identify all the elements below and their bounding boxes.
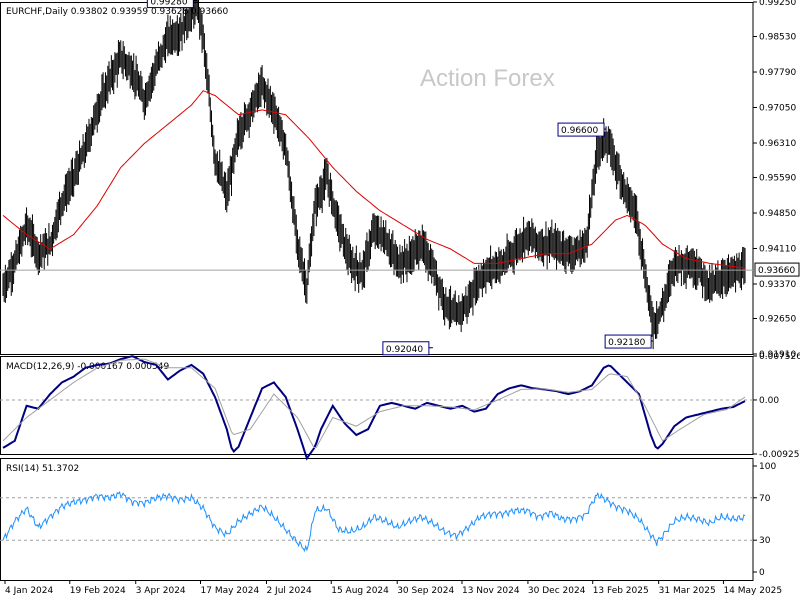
y-tick-label: 0.99250 (759, 0, 796, 8)
rsi-y-tick-label: 70 (759, 494, 771, 504)
current-price-label: 0.93660 (758, 266, 795, 276)
price-annotation-label: 0.92040 (386, 345, 423, 355)
x-tick-label: 3 Apr 2024 (136, 586, 186, 596)
x-tick-label: 2 Jul 2024 (266, 586, 311, 596)
rsi-line (2, 491, 746, 553)
macd-y-tick-label: 0.007526 (759, 352, 800, 362)
price-bars (2, 0, 746, 350)
rsi-y-tick-label: 100 (759, 462, 776, 472)
x-tick-label: 30 Dec 2024 (528, 586, 586, 596)
y-tick-label: 0.96310 (759, 139, 796, 149)
y-tick-label: 0.94850 (759, 209, 796, 219)
moving-average-line (2, 90, 746, 269)
chart-header: EURCHF,Daily 0.93802 0.93959 0.93628 0.9… (6, 7, 229, 17)
x-tick-label: 4 Jan 2024 (5, 586, 53, 596)
y-tick-label: 0.93370 (759, 280, 796, 290)
x-tick-label: 13 Nov 2024 (462, 586, 520, 596)
x-tick-label: 15 Aug 2024 (331, 586, 389, 596)
y-tick-label: 0.97050 (759, 104, 796, 114)
y-tick-label: 0.94110 (759, 244, 796, 254)
current-price-box (754, 262, 800, 277)
panel-frame-rsi (0, 458, 754, 581)
x-tick-label: 17 May 2024 (201, 586, 260, 596)
macd-y-tick-label: 0.00 (759, 396, 779, 406)
panel-frame-macd (0, 356, 754, 455)
x-tick-label: 30 Sep 2024 (397, 586, 454, 596)
rsi-title: RSI(14) 51.3702 (6, 464, 79, 474)
rsi-y-tick-label: 30 (759, 536, 771, 546)
x-tick-label: 19 Feb 2024 (70, 586, 126, 596)
y-tick-label: 0.97790 (759, 68, 796, 78)
macd-line (2, 355, 746, 461)
y-tick-label: 0.95590 (759, 174, 796, 184)
x-tick-label: 13 Feb 2025 (593, 586, 649, 596)
y-tick-label: 0.92650 (759, 315, 796, 325)
y-tick-label: 0.98530 (759, 33, 796, 43)
panel-frame-main (0, 2, 754, 355)
y-tick-label: 0.91910 (759, 350, 796, 360)
macd-y-tick-label: -0.009252 (759, 450, 800, 460)
price-annotation-label: 0.96600 (561, 126, 598, 136)
x-tick-label: 31 Mar 2025 (659, 586, 716, 596)
macd-signal-line (2, 358, 746, 448)
watermark: Action Forex (420, 65, 555, 92)
price-annotation-label: 0.92180 (608, 338, 645, 348)
rsi-y-tick-label: 0 (759, 568, 765, 578)
price-annotation-label: 0.99280 (150, 0, 187, 8)
x-tick-label: 14 May 2025 (723, 586, 782, 596)
